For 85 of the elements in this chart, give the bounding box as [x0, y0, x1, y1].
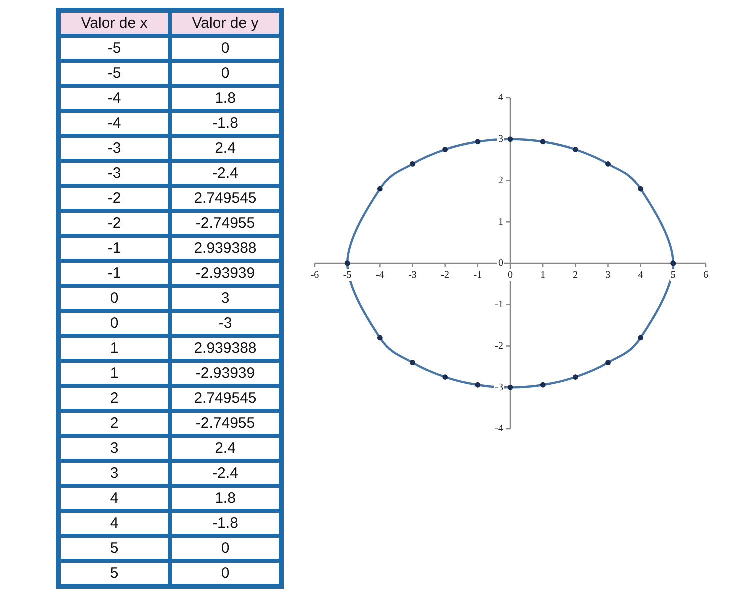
text: 0: [172, 63, 279, 84]
point: [572, 374, 578, 380]
y-tick-label: 1: [498, 216, 504, 228]
y-tick-label: -3: [495, 382, 504, 394]
text: 1.8: [172, 488, 279, 509]
text: 2.939388: [172, 238, 279, 259]
x-tick-label: -1: [474, 270, 482, 282]
point: [410, 162, 416, 167]
point: [508, 136, 514, 142]
text: 1.8: [172, 88, 279, 109]
text: 0: [172, 538, 279, 559]
text: -2.4: [172, 163, 279, 184]
text: -2.74955: [172, 413, 279, 434]
text: -2: [61, 213, 168, 234]
y-tick-label: -4: [495, 424, 504, 435]
text: 1: [61, 338, 168, 359]
text: 2.4: [172, 438, 279, 459]
text: -3: [61, 163, 168, 184]
x-tick-label: 3: [606, 270, 611, 282]
text: 3: [61, 463, 168, 484]
text: 0: [172, 38, 279, 59]
text: -1.8: [172, 113, 279, 134]
text: 5: [61, 538, 168, 559]
point: [377, 335, 383, 341]
y-tick-label: 4: [498, 92, 504, 104]
y-tick-label: 2: [498, 175, 504, 186]
x-tick-label: 1: [540, 270, 546, 282]
x-tick-label: -3: [408, 270, 417, 282]
point: [442, 374, 448, 380]
x-tick-label: -2: [441, 270, 450, 282]
text: -5: [61, 63, 168, 84]
text: -4: [61, 113, 168, 134]
text: 0: [61, 313, 168, 334]
text: -2.74955: [172, 213, 279, 234]
x-tick-label: 2: [573, 270, 578, 282]
text: -1.8: [172, 513, 279, 534]
x-tick-label: 5: [670, 270, 676, 282]
y-tick-label: 0: [498, 258, 504, 270]
point: [540, 139, 546, 145]
text: -1: [61, 238, 168, 259]
text: 1: [61, 363, 168, 384]
x-tick-label: 6: [704, 270, 708, 282]
text: -2.93939: [172, 363, 279, 384]
text: 2: [61, 413, 168, 434]
y-tick-label: 3: [498, 134, 504, 145]
text: Valor de y: [172, 13, 279, 34]
text: 2.749545: [172, 388, 279, 409]
point: [410, 360, 416, 366]
text: -3: [172, 313, 279, 334]
text: -2.4: [172, 463, 279, 484]
y-tick-label: -1: [495, 300, 504, 310]
text: 3: [61, 438, 168, 459]
text: 4: [61, 488, 168, 509]
x-tick-label: 0: [508, 270, 513, 282]
point: [572, 147, 578, 152]
text: -4: [61, 88, 168, 109]
point: [606, 360, 611, 366]
text: 2: [61, 388, 168, 409]
text: 2.939388: [172, 338, 279, 359]
x-tick-label: -6: [310, 270, 320, 282]
text: -2.93939: [172, 263, 279, 284]
text: -3: [61, 138, 168, 159]
text: 0: [61, 288, 168, 309]
point: [606, 162, 611, 167]
x-tick-label: 4: [638, 270, 644, 282]
point: [377, 186, 383, 192]
text: 0: [172, 563, 279, 584]
text: -2: [61, 188, 168, 209]
point: [638, 335, 644, 341]
point: [638, 186, 644, 192]
text: 3: [172, 288, 279, 309]
point: [475, 139, 481, 145]
x-tick-label: -4: [376, 270, 384, 282]
x-tick-label: -5: [343, 270, 352, 282]
point: [475, 382, 481, 388]
text: 2.749545: [172, 188, 279, 209]
point: [540, 382, 546, 388]
y-tick-label: -2: [495, 340, 504, 352]
text: Valor de x: [61, 13, 168, 34]
point: [508, 384, 514, 390]
text: 4: [61, 513, 168, 534]
text: -5: [61, 38, 168, 59]
text: 2.4: [172, 138, 279, 159]
text: 5: [61, 563, 168, 584]
point: [442, 147, 448, 152]
